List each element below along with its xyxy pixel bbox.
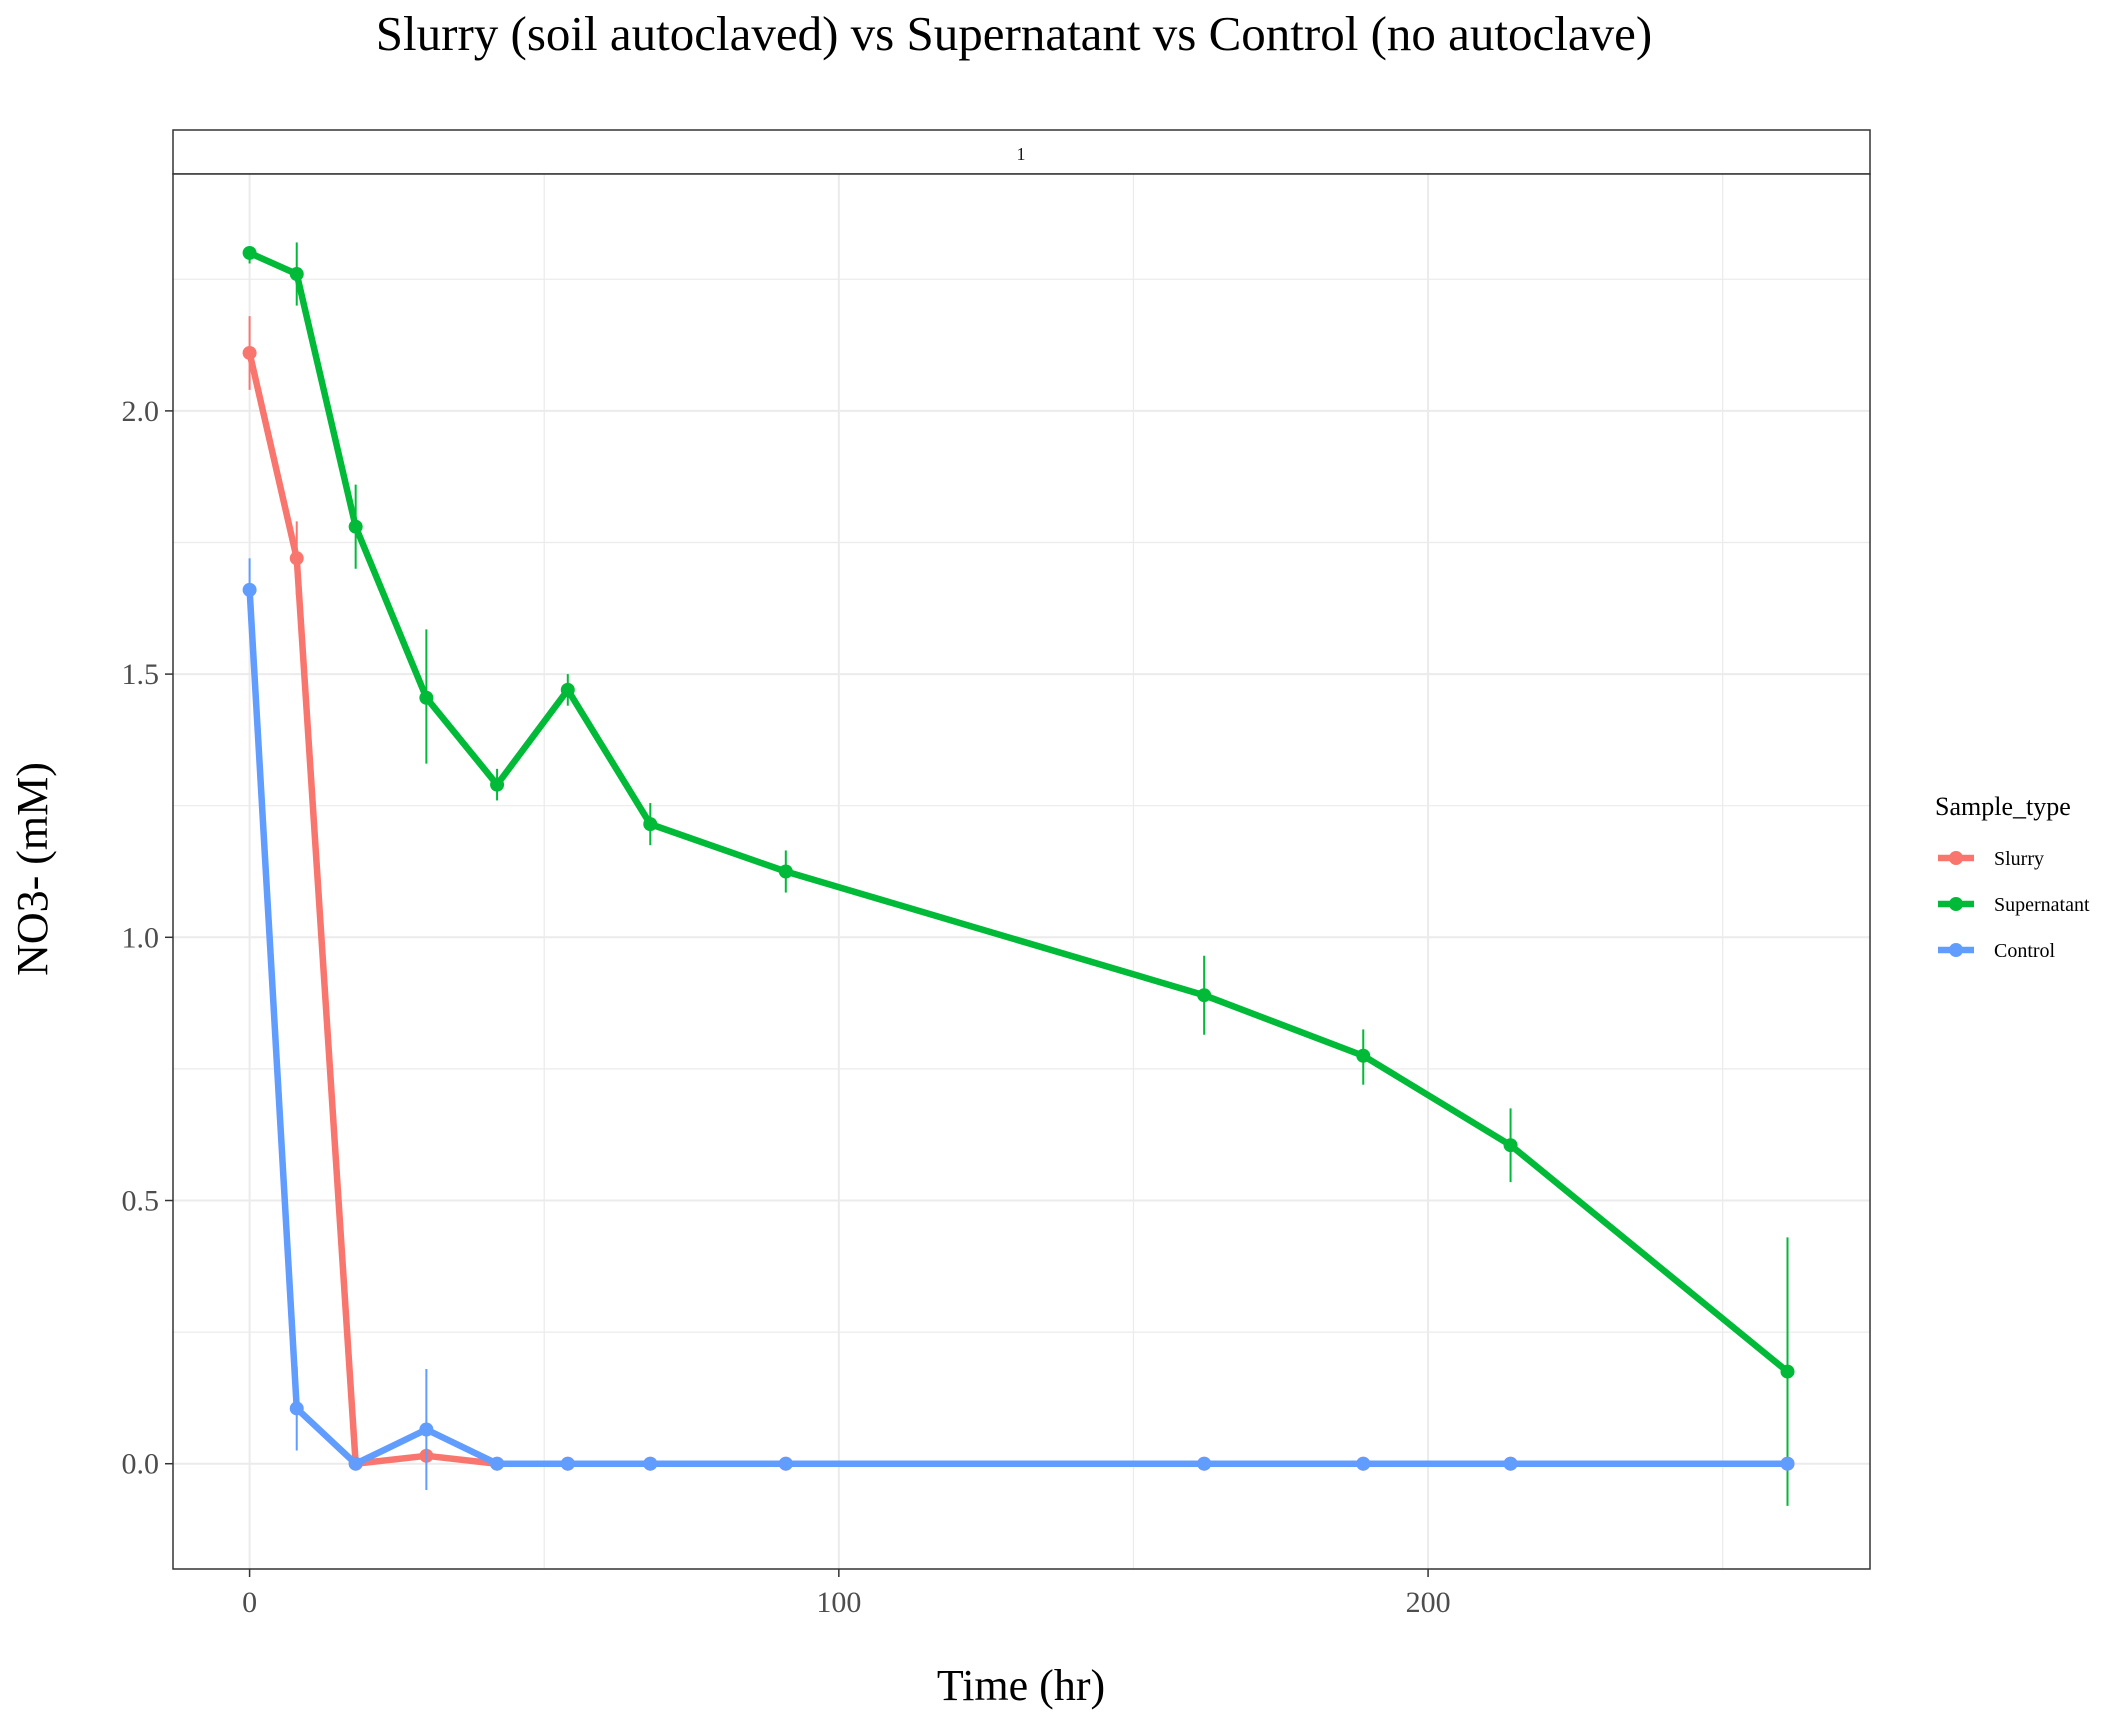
plot-panel-background — [173, 174, 1870, 1569]
data-marks — [242, 242, 1795, 1506]
y-tick-label: 0.5 — [122, 1185, 160, 1218]
y-tick-label: 0.0 — [122, 1448, 160, 1481]
legend-label: Control — [1994, 940, 2056, 962]
legend-key-point — [1949, 851, 1963, 865]
data-point-supernatant — [419, 690, 434, 705]
facet-strip-label: 1 — [1017, 144, 1026, 164]
data-point-control — [242, 582, 257, 597]
data-point-supernatant — [348, 519, 363, 534]
legend-label: Supernatant — [1994, 894, 2090, 916]
data-point-supernatant — [778, 864, 793, 879]
data-point-control — [1356, 1456, 1371, 1471]
data-point-supernatant — [242, 245, 257, 260]
series-supernatant — [242, 242, 1795, 1506]
data-point-slurry — [289, 551, 304, 566]
data-point-slurry — [242, 345, 257, 360]
data-point-supernatant — [289, 267, 304, 282]
plot-panel-border — [172, 173, 1871, 1570]
axes: 0 100 200 0.0 0.5 1.0 1.5 2.0 — [122, 395, 1451, 1619]
x-tick-label: 100 — [816, 1586, 861, 1619]
legend-item-control: Control — [1938, 940, 2056, 962]
data-point-supernatant — [1197, 988, 1212, 1003]
data-point-supernatant — [1780, 1364, 1795, 1379]
legend-item-slurry: Slurry — [1938, 848, 2044, 870]
data-point-control — [1780, 1456, 1795, 1471]
gridlines — [173, 174, 1870, 1569]
data-point-control — [289, 1401, 304, 1416]
y-tick-label: 1.0 — [122, 921, 160, 954]
series-line-supernatant — [246, 249, 1791, 1375]
data-point-control — [490, 1456, 505, 1471]
data-point-supernatant — [1356, 1048, 1371, 1063]
data-point-control — [778, 1456, 793, 1471]
series-line-control — [246, 586, 1791, 1467]
y-axis-title: NO3- (mM) — [8, 762, 57, 976]
data-point-control — [1197, 1456, 1212, 1471]
data-point-control — [348, 1456, 363, 1471]
data-point-supernatant — [560, 682, 575, 697]
series-control — [242, 558, 1795, 1491]
x-axis-title: Time (hr) — [937, 1661, 1105, 1710]
data-point-control — [560, 1456, 575, 1471]
legend-label: Slurry — [1994, 848, 2044, 870]
legend-title: Sample_type — [1935, 792, 2071, 821]
legend-key-point — [1949, 943, 1963, 957]
data-point-supernatant — [490, 777, 505, 792]
data-point-supernatant — [1503, 1138, 1518, 1153]
y-tick-label: 2.0 — [122, 395, 160, 428]
legend-key-point — [1949, 897, 1963, 911]
legend: Sample_type Slurry Supernatant Control — [1935, 792, 2090, 962]
chart-title: Slurry (soil autoclaved) vs Supernatant … — [376, 6, 1652, 61]
y-tick-label: 1.5 — [122, 658, 160, 691]
x-tick-label: 200 — [1406, 1586, 1451, 1619]
data-point-control — [1503, 1456, 1518, 1471]
facet-strip — [172, 129, 1871, 175]
x-tick-label: 0 — [242, 1586, 257, 1619]
data-point-control — [419, 1422, 434, 1437]
data-point-control — [643, 1456, 658, 1471]
legend-item-supernatant: Supernatant — [1938, 894, 2090, 916]
data-point-supernatant — [643, 817, 658, 832]
